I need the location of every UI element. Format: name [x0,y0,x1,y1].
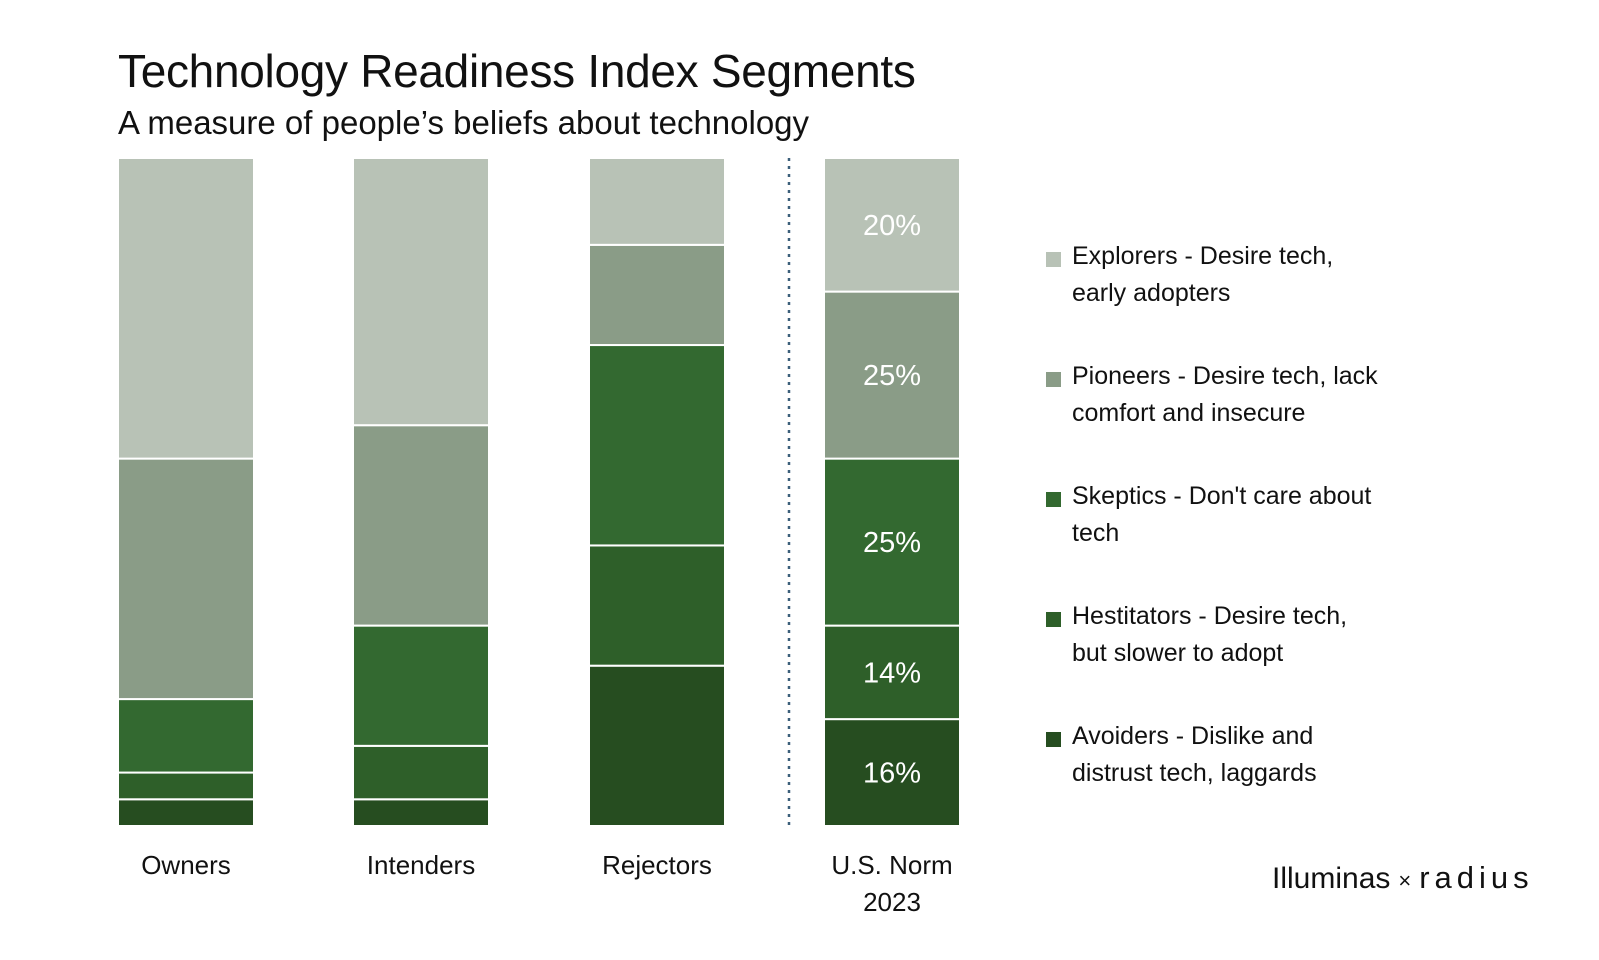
legend-label: comfort and insecure [1072,399,1306,427]
legend-swatch [1046,372,1061,387]
brand-separator: × [1398,868,1412,893]
legend-item: Explorers - Desire tech, early adopters [1046,238,1426,358]
bar-segment [352,744,490,801]
legend-item: Pioneers - Desire tech, lack comfort and … [1046,358,1426,478]
legend-swatch [1046,492,1061,507]
legend-label: but slower to adopt [1072,639,1284,667]
data-label: 20% [863,210,921,242]
legend-label: Skeptics - Don't care about [1072,482,1372,510]
category-label: U.S. Norm [831,850,952,880]
bar-segment [588,544,726,667]
legend-item: Skeptics - Don't care about tech [1046,478,1426,598]
legend-swatch [1046,612,1061,627]
bar-segment [823,718,961,827]
legend-label: Avoiders - Dislike and [1072,722,1314,750]
data-label: 25% [863,527,921,559]
legend-item: Hestitators - Desire tech, but slower to … [1046,598,1426,718]
legend-label: Hestitators - Desire tech, [1072,602,1348,630]
bar-segment [352,624,490,747]
bar-segment [588,664,726,827]
bar-segment [352,157,490,427]
bar-segment [117,157,255,460]
data-label: 14% [863,657,921,689]
category-label: 2023 [863,887,921,917]
chart-title: Technology Readiness Index Segments [118,45,916,97]
bar-segment [352,424,490,627]
data-label: 16% [863,758,921,790]
bar-segment [823,624,961,721]
legend-item: Avoiders - Dislike and distrust tech, lag… [1046,718,1426,838]
bar-segment [117,698,255,774]
legend-label: Pioneers - Desire tech, lack [1072,362,1378,390]
bar-segment [117,798,255,828]
category-label: Intenders [367,850,475,880]
legend-label: distrust tech, laggards [1072,759,1317,787]
legend: Explorers - Desire tech, early adopters Pi… [1046,238,1426,838]
bar-segment [588,344,726,547]
bar-segment [588,243,726,347]
bar-segment [823,290,961,460]
legend-label: early adopters [1072,279,1231,307]
bar-segment [588,157,726,246]
brand-logo: Illuminas × radius [1272,860,1534,896]
bar-segment [117,457,255,701]
legend-label: tech [1072,519,1120,547]
legend-swatch [1046,732,1061,747]
bar-segment [823,457,961,627]
legend-label: Explorers - Desire tech, [1072,242,1334,270]
bar-segment [352,798,490,828]
chart-subtitle: A measure of people’s beliefs about tech… [118,104,810,141]
bar-segment [117,771,255,801]
bar-segment [823,157,961,293]
data-label: 25% [863,360,921,392]
legend-swatch [1046,252,1061,267]
brand-radius: radius [1419,860,1534,895]
category-label: Rejectors [602,850,712,880]
category-label: Owners [141,850,231,880]
brand-illuminas: Illuminas [1272,862,1391,895]
